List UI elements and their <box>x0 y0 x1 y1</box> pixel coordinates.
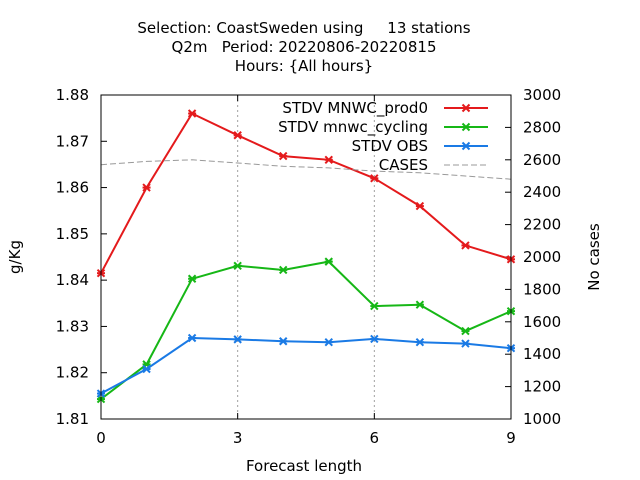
y2-tick-label: 1400 <box>523 345 561 363</box>
data-point-stdv-mnwc-cycling <box>415 300 425 309</box>
y-tick-label: 1.85 <box>56 225 89 243</box>
y-tick-label: 1.88 <box>56 86 89 104</box>
grid <box>237 95 375 419</box>
y2-tick-label: 1200 <box>523 378 561 396</box>
x-axis-label: Forecast length <box>246 457 362 475</box>
y-tick-label: 1.84 <box>56 271 89 289</box>
series-line-stdv-mnwc-prod0 <box>100 112 512 274</box>
y2-tick-label: 2000 <box>523 248 561 266</box>
data-point-stdv-obs <box>461 339 470 348</box>
title-line-3: Hours: {All hours} <box>235 57 373 75</box>
legend-marker <box>461 141 471 151</box>
y-tick-label: 1.81 <box>56 410 89 428</box>
x-tick-label: 3 <box>233 429 243 447</box>
data-point-stdv-obs <box>142 364 151 374</box>
y2-tick-label: 3000 <box>523 86 561 104</box>
chart-title: Selection: CoastSweden using 13 stations… <box>137 19 470 75</box>
data-point-stdv-mnwc-prod0 <box>142 183 151 192</box>
data-point-stdv-obs <box>279 337 288 346</box>
legend-label: CASES <box>379 156 428 174</box>
data-point-stdv-mnwc-prod0 <box>415 201 425 211</box>
y-tick-label: 1.82 <box>56 364 89 382</box>
series-layer <box>96 109 516 404</box>
y2-tick-label: 1000 <box>523 410 561 428</box>
ticks: 0 3 6 9 1.81 1.82 1.83 1.84 1.85 1.86 1.87 1.88 1000… <box>56 86 562 447</box>
data-point-stdv-mnwc-cycling <box>370 301 379 311</box>
series-line-stdv-mnwc-cycling <box>100 260 512 400</box>
series-line-stdv-obs <box>100 336 512 395</box>
data-point-stdv-obs <box>187 333 197 343</box>
legend-label: STDV MNWC_prod0 <box>282 99 428 118</box>
legend-label: STDV OBS <box>352 137 428 155</box>
data-point-stdv-mnwc-prod0 <box>324 155 333 165</box>
data-point-stdv-obs <box>415 337 425 347</box>
data-point-stdv-obs <box>233 335 242 344</box>
y-axis-label: g/Kg <box>6 240 24 274</box>
y2-tick-label: 1600 <box>523 313 561 331</box>
data-point-stdv-obs <box>324 337 333 347</box>
x-tick-label: 0 <box>96 429 106 447</box>
data-point-stdv-mnwc-prod0 <box>370 174 379 183</box>
data-point-stdv-mnwc-prod0 <box>187 109 197 118</box>
data-point-stdv-mnwc-cycling <box>324 257 333 266</box>
legend-label: STDV mnwc_cycling <box>278 118 428 137</box>
y2-tick-label: 2600 <box>523 151 561 169</box>
y-tick-label: 1.86 <box>56 179 89 197</box>
plot-frame <box>100 94 512 420</box>
data-point-stdv-mnwc-cycling <box>233 261 242 271</box>
data-point-stdv-mnwc-cycling <box>461 326 470 336</box>
y2-axis-label: No cases <box>585 223 603 291</box>
data-point-stdv-mnwc-cycling <box>279 265 288 275</box>
y2-tick-label: 2800 <box>523 118 561 136</box>
title-line-2: Q2m Period: 20220806-20220815 <box>172 38 437 56</box>
x-tick-label: 9 <box>506 429 516 447</box>
y2-tick-label: 2200 <box>523 216 561 234</box>
legend-marker <box>461 103 471 113</box>
legend-marker <box>461 122 471 132</box>
data-point-stdv-mnwc-cycling <box>187 274 197 283</box>
y-tick-label: 1.83 <box>56 317 89 335</box>
data-point-stdv-mnwc-prod0 <box>461 241 470 250</box>
y2-tick-label: 2400 <box>523 183 561 201</box>
y-tick-label: 1.87 <box>56 132 89 150</box>
data-point-stdv-mnwc-prod0 <box>233 131 242 140</box>
title-line-1: Selection: CoastSweden using 13 stations <box>137 19 470 37</box>
series-line-cases <box>100 159 512 180</box>
data-point-stdv-mnwc-prod0 <box>279 151 288 161</box>
y2-tick-label: 1800 <box>523 280 561 298</box>
data-point-stdv-obs <box>370 334 379 344</box>
x-tick-label: 6 <box>370 429 380 447</box>
